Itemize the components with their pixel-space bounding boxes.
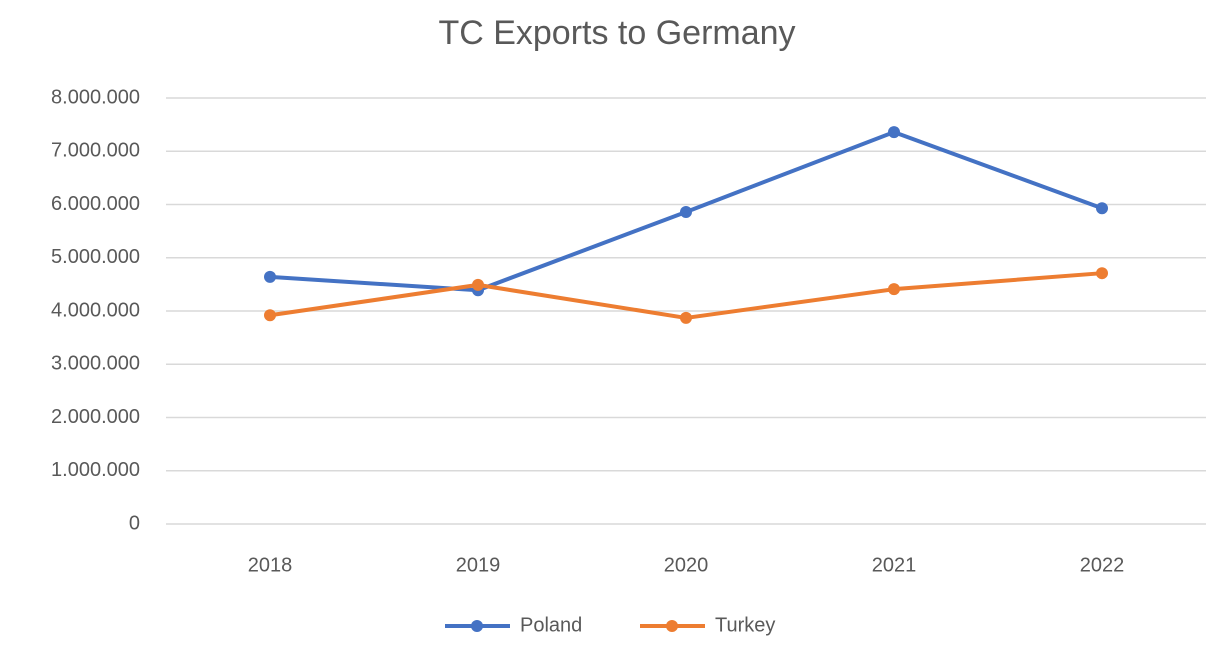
legend-marker [666, 620, 678, 632]
point-marker [680, 205, 692, 218]
y-tick-label: 2.000.000 [51, 406, 140, 428]
x-tick-label: 2022 [1080, 554, 1125, 576]
chart-title: TC Exports to Germany [438, 14, 795, 52]
point-marker [264, 270, 276, 283]
y-tick-label: 4.000.000 [51, 299, 140, 321]
point-marker [472, 278, 484, 291]
y-tick-label: 7.000.000 [51, 140, 140, 162]
legend-label: Poland [520, 614, 582, 636]
y-tick-label: 1.000.000 [51, 459, 140, 481]
point-marker [264, 309, 276, 322]
point-marker [1096, 267, 1108, 280]
y-tick-label: 6.000.000 [51, 193, 140, 215]
x-tick-label: 2021 [872, 554, 917, 576]
x-tick-label: 2018 [248, 554, 293, 576]
y-tick-label: 3.000.000 [51, 353, 140, 375]
y-tick-label: 0 [129, 512, 140, 534]
legend-marker [471, 620, 483, 632]
point-marker [888, 283, 900, 296]
x-tick-label: 2019 [456, 554, 501, 576]
y-tick-label: 8.000.000 [51, 86, 140, 108]
legend-label: Turkey [715, 614, 775, 636]
x-tick-label: 2020 [664, 554, 709, 576]
y-tick-label: 5.000.000 [51, 246, 140, 268]
point-marker [680, 311, 692, 324]
point-marker [1096, 202, 1108, 215]
point-marker [888, 126, 900, 139]
